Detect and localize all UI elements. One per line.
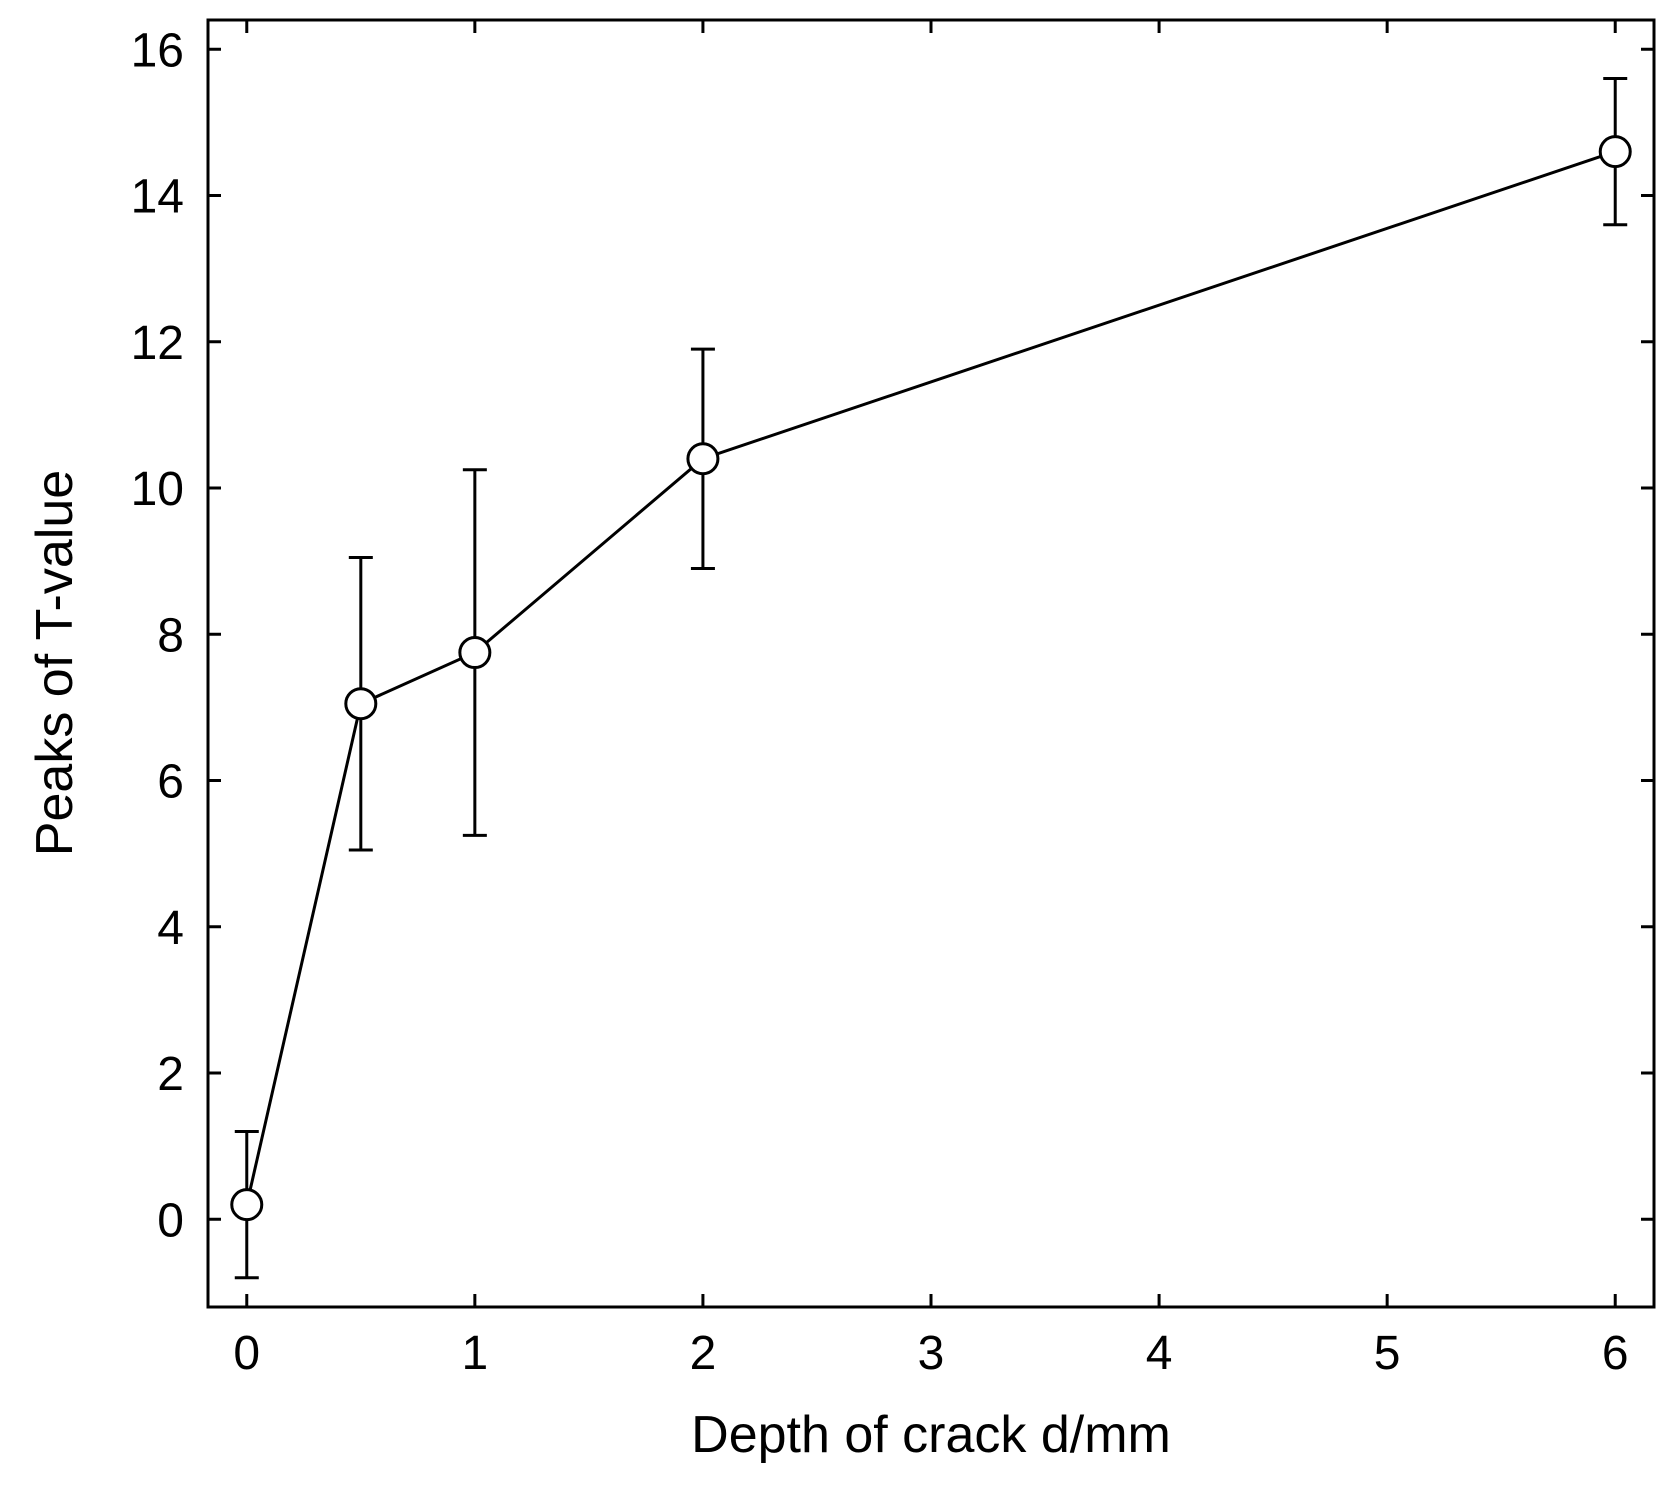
- y-tick-label: 6: [157, 756, 184, 809]
- y-axis-label: Peaks of T-value: [26, 470, 84, 856]
- series-line: [245, 150, 1616, 1205]
- plot-frame: [206, 18, 1656, 1309]
- y-tick-label: 0: [157, 1194, 184, 1247]
- y-tick-label: 4: [157, 902, 184, 955]
- y-tick-label: 8: [157, 609, 184, 662]
- y-tick-label: 12: [131, 317, 184, 370]
- y-tick-label: 2: [157, 1048, 184, 1101]
- data-point: [344, 687, 378, 721]
- y-tick-label: 10: [131, 463, 184, 516]
- x-axis-label: Depth of crack d/mm: [691, 1406, 1171, 1464]
- x-tick-label: 6: [1602, 1327, 1629, 1380]
- data-point: [458, 636, 492, 670]
- x-tick-label: 2: [690, 1327, 717, 1380]
- data-series: [230, 77, 1632, 1280]
- x-tick-label: 1: [461, 1327, 488, 1380]
- y-tick-label: 16: [131, 24, 184, 77]
- data-point: [686, 442, 720, 476]
- x-tick-label: 3: [918, 1327, 945, 1380]
- x-tick-label: 0: [233, 1327, 260, 1380]
- y-tick-label: 14: [131, 171, 184, 224]
- data-point: [230, 1188, 264, 1222]
- x-tick-label: 4: [1146, 1327, 1173, 1380]
- x-tick-label: 5: [1374, 1327, 1401, 1380]
- data-point: [1598, 135, 1632, 169]
